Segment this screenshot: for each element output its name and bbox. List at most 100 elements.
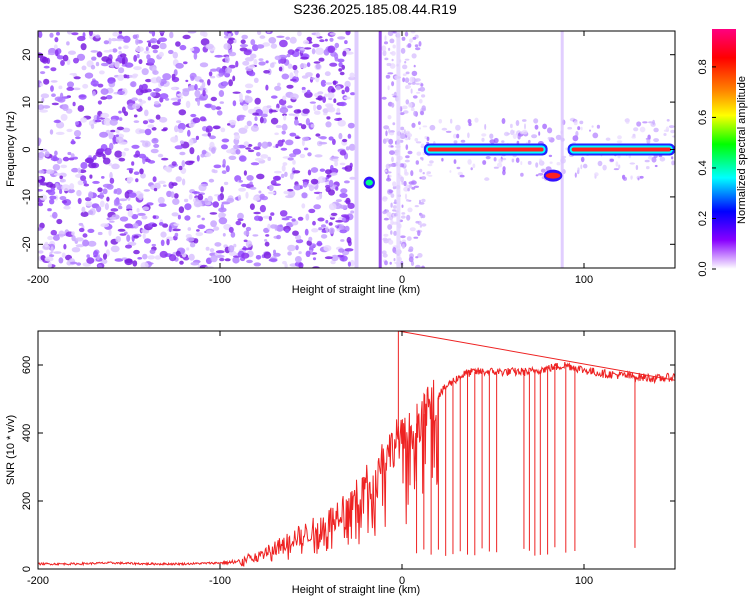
noise-blob (145, 78, 152, 83)
noise-blob (453, 140, 458, 144)
noise-blob (313, 204, 322, 210)
noise-blob (295, 48, 300, 52)
noise-blob (114, 61, 120, 68)
noise-blob (382, 210, 387, 215)
spectrogram-features (363, 143, 675, 189)
noise-blob (235, 60, 239, 68)
noise-blob (308, 208, 316, 214)
noise-blob (99, 200, 105, 208)
noise-blob (339, 150, 347, 156)
noise-blob (524, 123, 526, 130)
noise-blob (414, 205, 419, 208)
spectral-line-core (427, 147, 544, 152)
noise-blob (105, 249, 110, 257)
noise-blob (254, 157, 264, 162)
noise-blob (286, 53, 291, 58)
noise-blob (88, 191, 94, 199)
noise-blob (39, 109, 48, 113)
noise-blob (493, 137, 499, 144)
noise-blob (152, 215, 157, 219)
noise-blob (325, 184, 331, 189)
noise-blob (213, 169, 218, 174)
noise-blob (512, 133, 517, 140)
noise-blob (223, 35, 229, 39)
snr-x-ticks: -200 -100 0 100 (27, 331, 593, 587)
noise-blob (205, 43, 214, 50)
noise-blob (40, 71, 46, 75)
noise-blob (392, 122, 396, 126)
noise-blob (54, 150, 58, 156)
noise-blob (392, 181, 397, 187)
noise-blob (111, 163, 120, 170)
noise-blob (642, 121, 648, 124)
noise-blob (72, 156, 78, 160)
noise-blob (414, 264, 421, 268)
noise-blob (264, 241, 270, 247)
noise-blob (77, 35, 86, 42)
noise-blob (261, 141, 269, 149)
noise-blob (163, 184, 167, 187)
noise-blob (405, 130, 411, 136)
noise-blob (113, 198, 120, 206)
noise-blob (71, 167, 79, 173)
noise-blob (289, 172, 294, 180)
noise-blob (273, 249, 276, 255)
noise-blob (125, 244, 132, 249)
noise-blob (51, 102, 59, 106)
noise-blob (409, 76, 415, 83)
noise-blob (580, 156, 585, 163)
noise-blob (175, 41, 181, 47)
snr-y-label: SNR (10 * v/v) (5, 415, 17, 485)
noise-blob (292, 148, 302, 155)
noise-blob (385, 74, 391, 79)
noise-blob (342, 217, 347, 222)
noise-blob (150, 148, 159, 154)
noise-blob (188, 160, 195, 164)
noise-blob (391, 156, 394, 163)
noise-blob (76, 53, 86, 61)
noise-blob (55, 131, 65, 135)
noise-blob (415, 220, 420, 224)
noise-blob (100, 223, 110, 228)
noise-blob (302, 136, 310, 142)
noise-blob (52, 164, 61, 171)
noise-blob (630, 175, 633, 179)
noise-blob (59, 175, 63, 180)
noise-blob (245, 191, 249, 199)
noise-blob (421, 94, 426, 98)
noise-blob (391, 102, 395, 108)
noise-blob (272, 175, 281, 181)
noise-blob (347, 202, 355, 209)
noise-blob (211, 105, 217, 111)
noise-blob (47, 52, 56, 56)
noise-blob (92, 180, 100, 184)
noise-blob (97, 83, 104, 88)
noise-blob (205, 128, 210, 133)
noise-blob (140, 173, 146, 179)
noise-blob (246, 175, 254, 181)
noise-blob (154, 101, 160, 105)
noise-blob (294, 71, 299, 78)
noise-blob (301, 89, 307, 93)
noise-blob (542, 123, 547, 130)
noise-blob (91, 56, 97, 61)
noise-blob (403, 110, 409, 114)
noise-blob (535, 162, 539, 168)
noise-blob (314, 154, 323, 158)
noise-blob (38, 202, 44, 207)
noise-blob (40, 93, 50, 99)
noise-blob (103, 118, 112, 126)
noise-blob (332, 157, 339, 163)
noise-blob (128, 192, 137, 198)
noise-blob (173, 193, 179, 199)
noise-blob (270, 62, 275, 68)
noise-blob (287, 157, 294, 161)
noise-blob (344, 165, 353, 172)
noise-blob (311, 228, 319, 233)
noise-blob (273, 170, 282, 174)
noise-blob (225, 165, 230, 173)
noise-blob (39, 194, 48, 201)
noise-blob (312, 220, 316, 226)
noise-blob (239, 92, 243, 101)
noise-blob (241, 252, 250, 259)
